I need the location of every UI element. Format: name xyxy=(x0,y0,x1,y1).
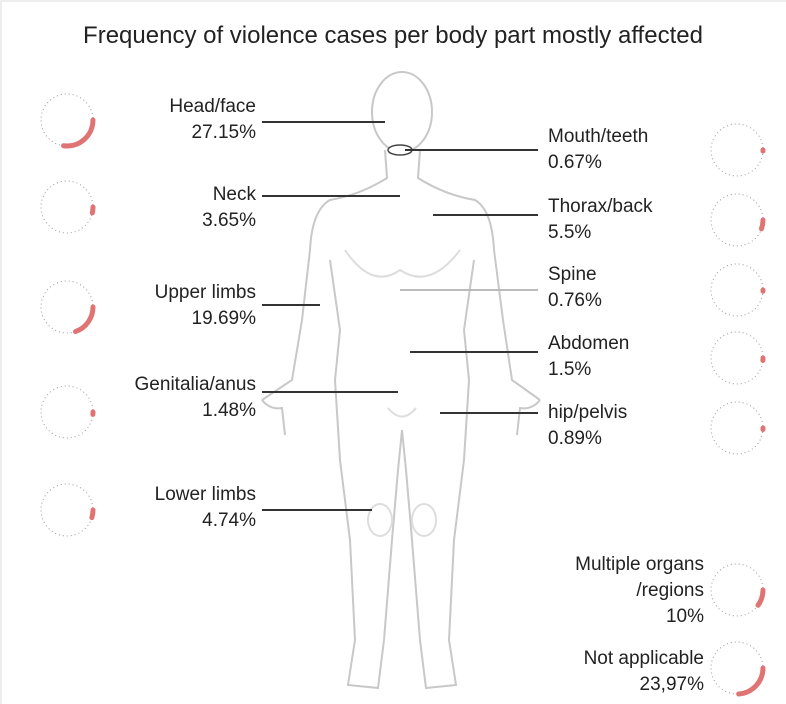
category-label: Genitalia/anus xyxy=(134,374,256,395)
track xyxy=(710,193,764,247)
value-label: 19.69% xyxy=(191,308,256,329)
track xyxy=(710,123,764,177)
value-label: 1.48% xyxy=(202,400,256,421)
chart-title: Frequency of violence cases per body par… xyxy=(83,22,703,49)
category-label: hip/pelvis xyxy=(548,402,628,423)
category-label: Abdomen xyxy=(548,333,630,354)
value-label: 1.5% xyxy=(548,359,592,380)
value-label: 3.65% xyxy=(202,210,256,231)
category-label: Lower limbs xyxy=(154,484,256,505)
value-label: 27.15% xyxy=(191,122,256,143)
category-label: Spine xyxy=(548,264,597,285)
category-label: Neck xyxy=(212,184,256,205)
track xyxy=(710,401,764,455)
value-label: 5.5% xyxy=(548,222,592,243)
track xyxy=(710,563,764,617)
track xyxy=(40,483,94,537)
arc xyxy=(758,217,766,232)
value-label: 23,97% xyxy=(639,674,704,695)
arc xyxy=(61,117,96,149)
category-label: Head/face xyxy=(169,96,256,117)
track xyxy=(40,180,94,234)
category-label: Multiple organs /regions xyxy=(575,554,704,601)
value-label: 0.76% xyxy=(548,290,602,311)
value-label: 4.74% xyxy=(202,510,256,531)
arc xyxy=(736,665,766,697)
body-silhouette xyxy=(261,71,541,690)
arc xyxy=(89,204,96,216)
track xyxy=(710,263,764,317)
arc xyxy=(73,304,96,335)
category-label: Upper limbs xyxy=(154,282,256,303)
arc xyxy=(755,587,766,608)
track xyxy=(710,331,764,385)
value-label: 0.67% xyxy=(548,152,602,173)
value-label: 10% xyxy=(665,606,704,627)
arc xyxy=(89,507,96,521)
category-label: Not applicable xyxy=(583,648,704,669)
category-label: Mouth/teeth xyxy=(548,126,649,147)
value-label: 0.89% xyxy=(548,428,602,449)
category-label: Thorax/back xyxy=(548,196,653,217)
track xyxy=(40,385,94,439)
